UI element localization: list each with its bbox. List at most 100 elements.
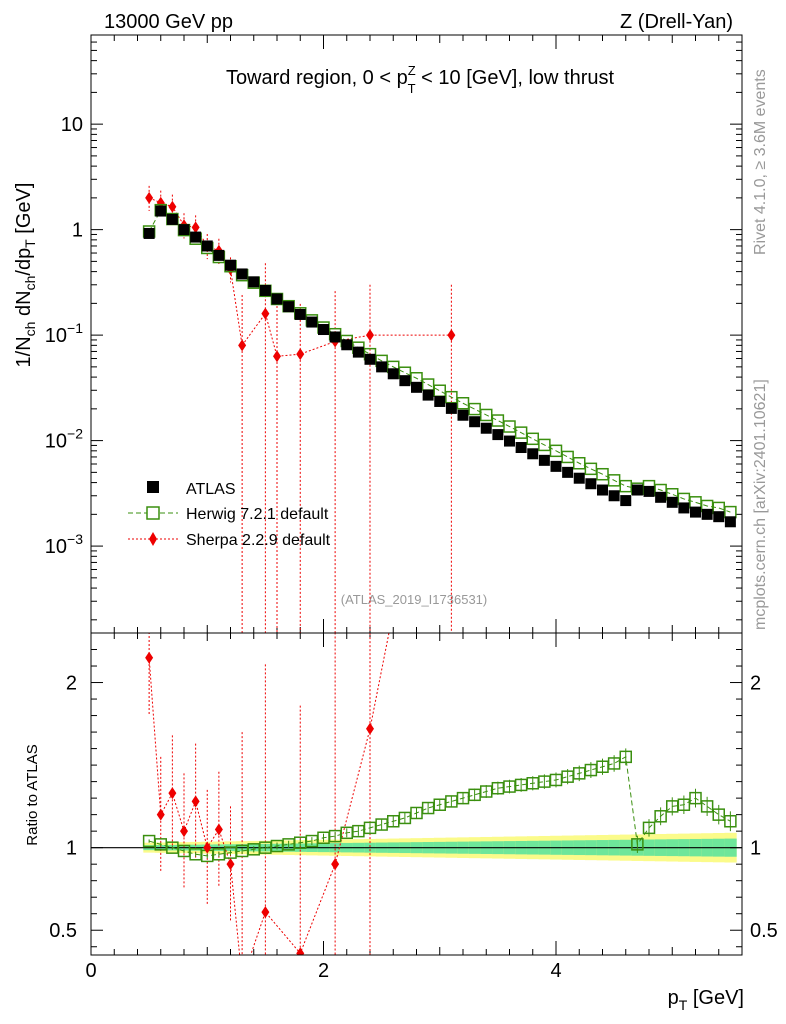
atlas-point (469, 416, 481, 428)
atlas-point (445, 402, 457, 414)
legend-herwig-marker (146, 506, 160, 520)
rivet-version-label: Rivet 4.1.0, ≥ 3.6M events (752, 69, 769, 255)
sherpa-ratio-point (366, 722, 374, 735)
atlas-point (608, 490, 620, 502)
herwig-point (433, 384, 446, 397)
y-tick-label-ratio-right: 0.5 (750, 920, 778, 942)
energy-label: 13000 GeV pp (104, 11, 233, 33)
atlas-point (480, 422, 492, 434)
herwig-ratio-point (607, 757, 621, 770)
atlas-point (724, 516, 736, 528)
atlas-point (515, 442, 527, 454)
atlas-point (329, 331, 341, 343)
atlas-point (620, 495, 632, 507)
x-axis-label: pT [GeV] (668, 987, 744, 1013)
atlas-point (457, 409, 469, 421)
sherpa-point (366, 329, 374, 342)
atlas-point (678, 502, 690, 514)
atlas-point (387, 368, 399, 380)
y-tick-label-main: 1 (72, 220, 83, 242)
atlas-point (143, 227, 155, 239)
y-tick-label-main: 10 (61, 114, 83, 136)
legend-atlas-marker (147, 481, 159, 493)
legend-sherpa-label: Sherpa 2.2.9 default (186, 532, 331, 549)
sherpa-ratio-point (226, 858, 235, 871)
ratio-panel: 2 2 1 1 0.5 0.5 0 2 4 (49, 632, 778, 986)
y-tick-label-ratio-right: 2 (750, 673, 761, 695)
herwig-ratio-point (700, 800, 714, 813)
main-panel: 10 1 10−1 10−2 10−3 (45, 34, 743, 634)
sherpa-ratio-point (145, 651, 154, 664)
y-tick-label-ratio-right: 1 (750, 838, 761, 860)
herwig-line (148, 209, 731, 513)
legend-herwig-label: Herwig 7.2.1 default (186, 506, 329, 523)
atlas-point (597, 484, 608, 496)
analysis-watermark: (ATLAS_2019_I1736531) (341, 592, 487, 607)
sherpa-ratio-point (180, 825, 188, 838)
mcplots-label: mcplots.cern.ch [arXiv:2401.10621] (752, 379, 769, 630)
legend-atlas-label: ATLAS (186, 481, 236, 498)
y-axis-label-ratio: Ratio to ATLAS (24, 744, 41, 845)
sherpa-point (145, 191, 154, 204)
y-tick-label-main: 10−1 (45, 320, 83, 347)
atlas-series (143, 205, 736, 528)
sherpa-ratio-point (156, 808, 165, 821)
herwig-ratio-point (619, 750, 632, 764)
sherpa-point (296, 348, 305, 361)
atlas-point (283, 301, 295, 313)
legend: ATLAS Herwig 7.2.1 default Sherpa 2.2.9 de… (128, 481, 331, 549)
herwig-point (526, 432, 539, 446)
atlas-point (352, 346, 364, 358)
atlas-point (190, 231, 202, 243)
atlas-point (422, 389, 434, 401)
herwig-ratio-point (689, 791, 702, 805)
sherpa-point (168, 200, 177, 213)
sherpa-ratio-point (296, 947, 305, 955)
ratio-data (142, 633, 737, 986)
herwig-ratio-line (148, 756, 731, 857)
herwig-series (142, 203, 737, 519)
atlas-point (550, 460, 562, 472)
process-label: Z (Drell-Yan) (620, 11, 733, 33)
x-tick-label: 4 (550, 960, 561, 982)
atlas-point (643, 485, 655, 497)
herwig-ratio-point (654, 810, 667, 823)
atlas-point (178, 224, 190, 236)
sherpa-ratio-point (214, 823, 223, 836)
atlas-point (294, 308, 306, 320)
atlas-point (236, 268, 248, 280)
atlas-point (713, 511, 725, 523)
atlas-point (562, 466, 574, 478)
herwig-point (689, 496, 702, 509)
atlas-point (631, 484, 643, 496)
x-tick-label: 2 (318, 960, 329, 982)
atlas-point (201, 240, 213, 252)
herwig-point (491, 414, 505, 427)
ratio-frame (90, 632, 743, 956)
atlas-point (573, 472, 585, 484)
herwig-ratio-point (712, 808, 725, 821)
atlas-point (271, 293, 283, 305)
sherpa-ratio-point (261, 906, 270, 919)
y-tick-label-main: 10−2 (45, 426, 83, 453)
atlas-point (341, 339, 353, 351)
herwig-ratio-point (724, 814, 737, 828)
sherpa-ratio-point (331, 858, 340, 871)
herwig-point (724, 505, 737, 519)
y-axis-label-main: 1/Nch dNch/dpT [GeV] (13, 183, 38, 368)
herwig-ratio-point (631, 838, 644, 851)
atlas-point (155, 205, 167, 217)
atlas-point (166, 213, 178, 225)
herwig-point (619, 479, 632, 493)
herwig-point (561, 450, 574, 464)
sherpa-ratio-point (238, 974, 246, 986)
herwig-point (584, 462, 598, 476)
atlas-point (259, 284, 271, 296)
atlas-point (504, 435, 515, 447)
sherpa-point (273, 350, 281, 363)
sherpa-series (145, 185, 456, 633)
legend-sherpa-marker (149, 532, 157, 546)
atlas-point (434, 395, 446, 407)
sherpa-ratio-point (203, 841, 212, 854)
